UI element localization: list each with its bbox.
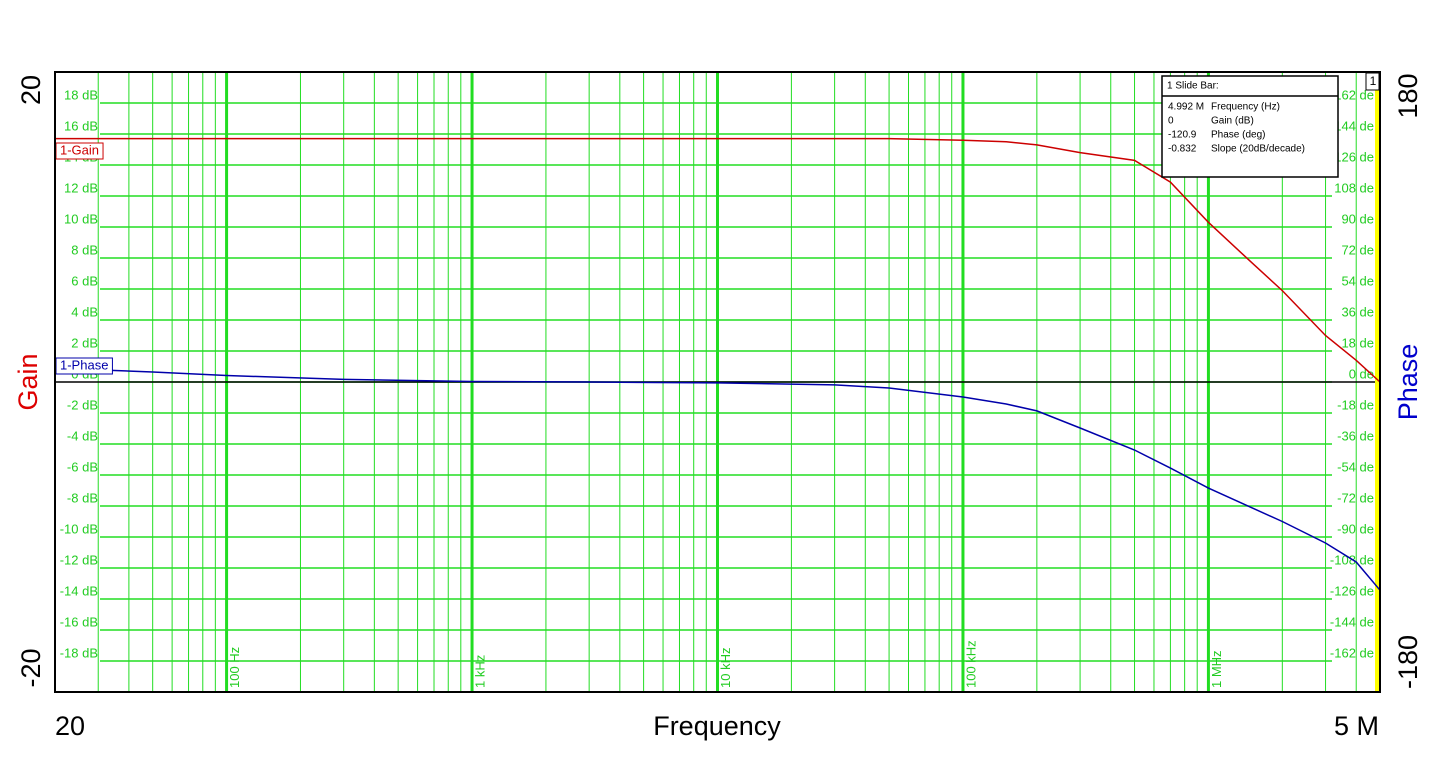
series-line bbox=[55, 137, 1381, 383]
y-tick-label: -10 dB bbox=[60, 521, 98, 536]
y2-tick-label: 72 de bbox=[1341, 242, 1374, 257]
y2-limit-label: 180 bbox=[1393, 73, 1423, 118]
slide-bar-field: Gain (dB) bbox=[1211, 116, 1254, 127]
y-axis-title: Gain bbox=[13, 353, 43, 410]
slide-bar-box bbox=[1161, 75, 1339, 178]
slide-bar-value: 0 bbox=[1168, 116, 1174, 127]
y-tick-label: 6 dB bbox=[71, 273, 98, 288]
x-tick-label: 100 Hz bbox=[227, 647, 242, 688]
y-tick-label: 18 dB bbox=[64, 87, 98, 102]
y-tick-label: -14 dB bbox=[60, 583, 98, 598]
y-tick-label: 10 dB bbox=[64, 211, 98, 226]
slide-bar-cursor bbox=[1375, 72, 1380, 692]
y-tick-label: -6 dB bbox=[67, 459, 98, 474]
y2-tick-label: -126 de bbox=[1330, 583, 1374, 598]
slide-bar-value: -120.9 bbox=[1168, 130, 1197, 141]
y2-axis-title: Phase bbox=[1393, 344, 1423, 421]
cursor-label: 1 bbox=[1370, 74, 1377, 88]
series-line bbox=[54, 367, 1381, 591]
y-tick-label: 16 dB bbox=[64, 118, 98, 133]
y2-tick-label: 108 de bbox=[1334, 180, 1374, 195]
y-tick-label: 12 dB bbox=[64, 180, 98, 195]
y-tick-label: 8 dB bbox=[71, 242, 98, 257]
y2-tick-label: -72 de bbox=[1337, 490, 1374, 505]
y-tick-label: -2 dB bbox=[67, 397, 98, 412]
y2-tick-label: -90 de bbox=[1337, 521, 1374, 536]
y2-tick-label: 54 de bbox=[1341, 273, 1374, 288]
x-tick-label: 1 kHz bbox=[472, 655, 487, 688]
y-tick-label: -8 dB bbox=[67, 490, 98, 505]
y-limit-label: -20 bbox=[16, 648, 46, 687]
y-tick-label: -18 dB bbox=[60, 645, 98, 660]
x-tick-label: 20 bbox=[55, 711, 85, 741]
y-tick-label: -12 dB bbox=[60, 552, 98, 567]
y2-tick-label: -18 de bbox=[1337, 397, 1374, 412]
y2-tick-label: 90 de bbox=[1341, 211, 1374, 226]
legend-label: 1-Phase bbox=[60, 357, 108, 372]
x-tick-label: 1 MHz bbox=[1209, 650, 1224, 688]
cursor-box bbox=[1365, 72, 1380, 91]
legend-label: 1-Gain bbox=[60, 142, 99, 157]
y2-tick-label: -36 de bbox=[1337, 428, 1374, 443]
y2-tick-label: 144 de bbox=[1334, 118, 1374, 133]
slide-bar-title: 1 Slide Bar: bbox=[1167, 81, 1219, 92]
y-tick-label: -4 dB bbox=[67, 428, 98, 443]
y-limit-label: 20 bbox=[16, 75, 46, 105]
y2-tick-label: -162 de bbox=[1330, 645, 1374, 660]
y-tick-label: 4 dB bbox=[71, 304, 98, 319]
x-tick-label: 100 kHz bbox=[963, 640, 978, 688]
y-tick-label: -16 dB bbox=[60, 614, 98, 629]
y2-tick-label: 126 de bbox=[1334, 149, 1374, 164]
plot-border bbox=[54, 71, 1381, 693]
y-tick-label: 2 dB bbox=[71, 335, 98, 350]
y2-tick-label: 162 de bbox=[1334, 87, 1374, 102]
y2-tick-label: 36 de bbox=[1341, 304, 1374, 319]
y2-tick-label: -144 de bbox=[1330, 614, 1374, 629]
x-axis-title: Frequency bbox=[653, 711, 781, 741]
slide-bar-value: 4.992 M bbox=[1168, 102, 1204, 113]
y2-tick-label: -54 de bbox=[1337, 459, 1374, 474]
slide-bar-field: Slope (20dB/decade) bbox=[1211, 144, 1305, 155]
y2-limit-label: -180 bbox=[1393, 635, 1423, 689]
y2-tick-label: 18 de bbox=[1341, 335, 1374, 350]
x-tick-label: 10 kHz bbox=[718, 648, 733, 688]
slide-bar-value: -0.832 bbox=[1168, 144, 1197, 155]
slide-bar-field: Frequency (Hz) bbox=[1211, 102, 1280, 113]
slide-bar-field: Phase (deg) bbox=[1211, 130, 1265, 141]
x-tick-label: 5 M bbox=[1334, 711, 1379, 741]
